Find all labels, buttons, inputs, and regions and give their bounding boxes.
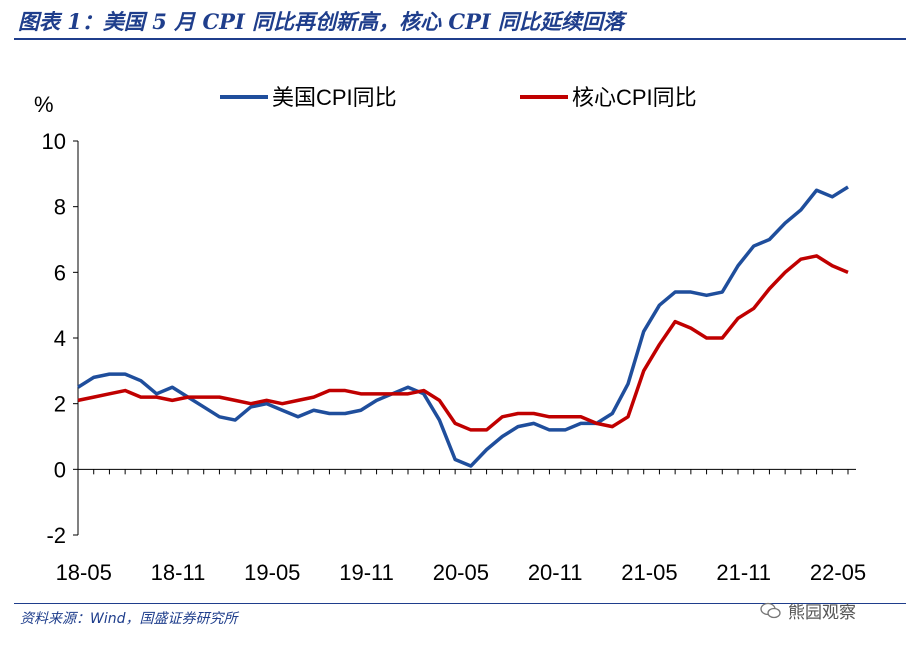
y-tick-label: 2 xyxy=(54,392,66,417)
chart-title: 图表 1：美国 5 月 CPI 同比再创新高，核心 CPI 同比延续回落 xyxy=(18,9,625,34)
line-chart: -2 0 2 4 6 8 10% 18-05 18-11 19-05 19-11 20-05 20-11… xyxy=(34,85,866,585)
watermark: 熊园观察 xyxy=(760,598,856,623)
legend-label: 核心CPI同比 xyxy=(572,85,697,110)
footer-divider xyxy=(14,603,906,604)
y-tick-label: 8 xyxy=(54,195,66,220)
x-tick-label: 22-05 xyxy=(810,560,866,585)
y-tick-label: -2 xyxy=(46,523,66,548)
wechat-icon xyxy=(760,602,781,618)
x-tick-label: 20-05 xyxy=(433,560,489,585)
x-tick-label: 20-11 xyxy=(528,560,583,585)
title-divider xyxy=(14,38,906,40)
x-tick-label: 19-11 xyxy=(339,560,394,585)
y-tick-label: 10 xyxy=(42,129,66,154)
legend-label: 美国CPI同比 xyxy=(272,85,397,110)
y-axis-unit: % xyxy=(34,92,54,117)
y-tick-label: 6 xyxy=(54,260,66,285)
y-tick-label: 4 xyxy=(54,326,66,351)
series-line-1 xyxy=(77,254,849,432)
x-tick-label: 18-05 xyxy=(56,560,112,585)
source-note: 资料来源：Wind，国盛证券研究所 xyxy=(20,611,238,627)
x-tick-label: 19-05 xyxy=(244,560,300,585)
x-tick-label: 21-05 xyxy=(621,560,677,585)
watermark-text: 熊园观察 xyxy=(788,603,856,623)
x-tick-label: 18-11 xyxy=(151,560,206,585)
series-line-0 xyxy=(77,185,849,468)
x-tick-label: 21-11 xyxy=(716,560,771,585)
y-tick-label: 0 xyxy=(54,457,66,482)
